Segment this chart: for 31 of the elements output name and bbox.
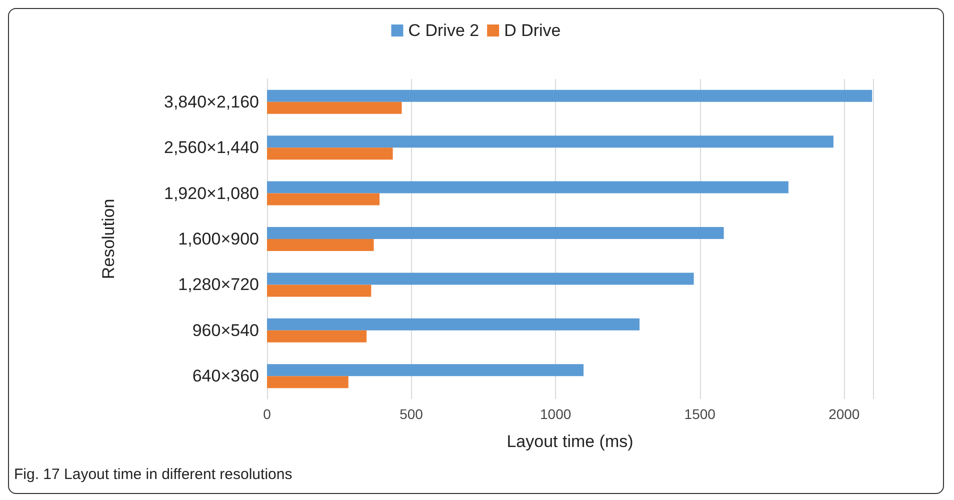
y-tick-label: 1,280×720 xyxy=(178,275,259,294)
bar xyxy=(267,181,788,194)
x-axis-title: Layout time (ms) xyxy=(506,432,634,451)
legend-label: C Drive 2 xyxy=(408,21,480,40)
bar xyxy=(267,376,348,388)
bar xyxy=(267,148,393,160)
bar xyxy=(267,90,872,102)
y-tick-label: 960×540 xyxy=(192,320,259,340)
bar xyxy=(267,364,584,376)
bar xyxy=(267,193,380,206)
bar xyxy=(267,136,834,148)
bar xyxy=(267,330,367,342)
x-tick-label: 1500 xyxy=(684,406,716,422)
x-tick-label: 0 xyxy=(263,406,272,422)
y-axis-title: Resolution xyxy=(99,198,118,280)
y-tick-label: 2,560×1,440 xyxy=(164,138,259,158)
y-tick-label: 3,840×2,160 xyxy=(164,92,259,112)
x-tick-label: 500 xyxy=(400,406,424,422)
legend-label: D Drive xyxy=(504,21,561,40)
bar xyxy=(267,272,694,285)
bar xyxy=(267,318,640,330)
y-tick-label: 1,920×1,080 xyxy=(164,184,259,203)
y-tick-label: 1,600×900 xyxy=(178,230,259,248)
bar xyxy=(267,239,374,251)
bar xyxy=(267,227,724,239)
caption: Fig. 17 Layout time in different resolutions xyxy=(14,466,292,483)
x-tick-label: 1000 xyxy=(540,406,572,422)
bar xyxy=(267,102,402,114)
x-tick-label: 2000 xyxy=(828,406,860,422)
bar xyxy=(267,284,372,297)
y-tick-label: 640×360 xyxy=(192,366,259,386)
